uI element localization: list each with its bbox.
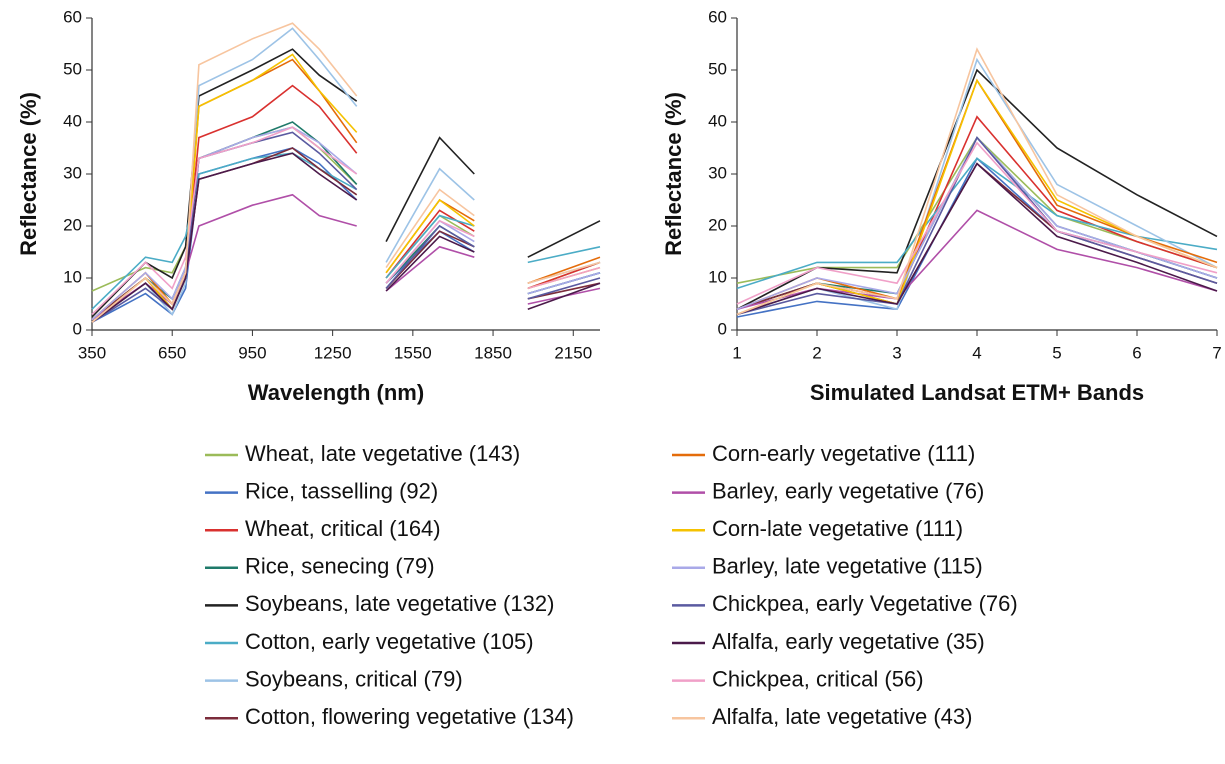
legend-label: Chickpea, critical (56) <box>712 666 924 691</box>
series-line <box>91 121 601 321</box>
series-line <box>736 57 1218 316</box>
legend-label: Rice, senecing (79) <box>245 554 435 579</box>
series-line <box>736 78 1218 310</box>
y-tick-label: 50 <box>63 59 82 78</box>
y-tick-label: 20 <box>708 215 727 234</box>
legend-label: Wheat, critical (164) <box>245 516 441 541</box>
y-tick-label: 10 <box>708 267 727 286</box>
x-axis-title: Wavelength (nm) <box>248 380 424 405</box>
x-tick-label: 650 <box>158 343 186 362</box>
series-line <box>736 141 1218 305</box>
series-line <box>736 78 1218 316</box>
series-line <box>91 152 601 323</box>
x-tick-label: 1 <box>732 343 741 362</box>
y-tick-label: 30 <box>708 163 727 182</box>
x-axis-title: Simulated Landsat ETM+ Bands <box>810 380 1144 405</box>
x-tick-label: 2 <box>812 343 821 362</box>
legend-label: Barley, early vegetative (76) <box>712 478 984 503</box>
y-tick-label: 20 <box>63 215 82 234</box>
legend-label: Alfalfa, late vegetative (43) <box>712 704 972 729</box>
x-tick-label: 350 <box>78 343 106 362</box>
x-tick-label: 2150 <box>554 343 592 362</box>
series-line <box>736 162 1218 310</box>
legend-label: Cotton, early vegetative (105) <box>245 629 534 654</box>
legend-label: Wheat, late vegetative (143) <box>245 441 520 466</box>
legend-label: Corn-late vegetative (111) <box>712 516 963 541</box>
y-tick-label: 40 <box>708 111 727 130</box>
legend-label: Alfalfa, early vegetative (35) <box>712 629 985 654</box>
series-line <box>91 27 601 323</box>
series-line <box>91 22 601 323</box>
y-tick-label: 10 <box>63 267 82 286</box>
y-tick-label: 0 <box>73 319 82 338</box>
y-tick-label: 30 <box>63 163 82 182</box>
x-tick-label: 1250 <box>314 343 352 362</box>
y-tick-label: 60 <box>708 7 727 26</box>
x-tick-label: 3 <box>892 343 901 362</box>
series-line <box>736 162 1218 316</box>
legend-label: Barley, late vegetative (115) <box>712 554 983 579</box>
x-tick-label: 7 <box>1212 343 1221 362</box>
y-tick-label: 50 <box>708 59 727 78</box>
series-line <box>91 131 601 323</box>
series-line <box>91 152 601 310</box>
legend-label: Chickpea, early Vegetative (76) <box>712 591 1018 616</box>
x-tick-label: 5 <box>1052 343 1061 362</box>
series-line <box>736 136 1218 316</box>
legend-label: Rice, tasselling (92) <box>245 478 438 503</box>
x-tick-label: 1850 <box>474 343 512 362</box>
legend-label: Soybeans, critical (79) <box>245 666 463 691</box>
legend-label: Soybeans, late vegetative (132) <box>245 591 554 616</box>
y-axis-title: Reflectance (%) <box>16 92 41 256</box>
x-tick-label: 4 <box>972 343 981 362</box>
series-line <box>736 47 1218 316</box>
x-tick-label: 1550 <box>394 343 432 362</box>
series-line <box>736 68 1218 310</box>
x-tick-label: 6 <box>1132 343 1141 362</box>
y-tick-label: 60 <box>63 7 82 26</box>
series-line <box>91 126 601 292</box>
series-line <box>91 126 601 315</box>
y-tick-label: 0 <box>718 319 727 338</box>
x-tick-label: 950 <box>238 343 266 362</box>
y-tick-label: 40 <box>63 111 82 130</box>
legend-label: Cotton, flowering vegetative (134) <box>245 704 574 729</box>
y-axis-title: Reflectance (%) <box>661 92 686 256</box>
legend-label: Corn-early vegetative (111) <box>712 441 975 466</box>
